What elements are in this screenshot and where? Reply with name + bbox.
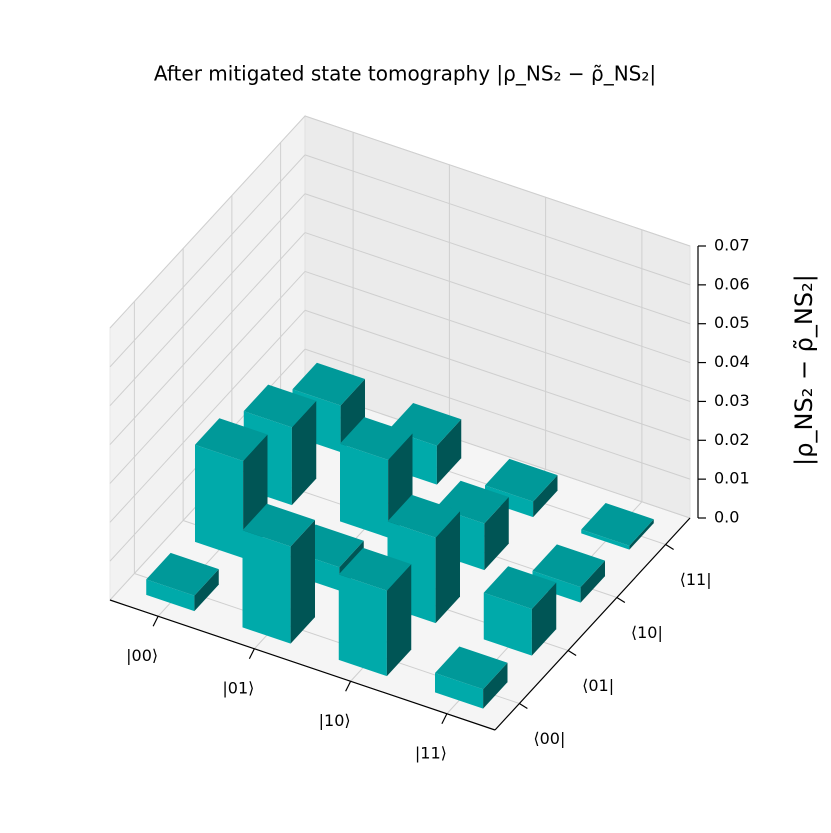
bar — [581, 502, 654, 550]
grid-line — [109, 309, 306, 523]
bar-front-face — [340, 443, 389, 538]
z-tick-label: 0.01 — [714, 469, 750, 488]
z-tick-label: 0.03 — [714, 391, 750, 410]
grid-line — [304, 154, 691, 286]
y-tick — [567, 649, 577, 657]
z-tick-label: 0.0 — [714, 508, 739, 527]
bar-top-face — [146, 552, 219, 596]
z-tick-label: 0.02 — [714, 430, 750, 449]
x-tick-label: |11⟩ — [415, 743, 447, 762]
z-tick-label: 0.06 — [714, 274, 750, 293]
y-tick — [616, 596, 626, 604]
y-axis-line — [494, 517, 691, 731]
x-axis-line — [109, 599, 496, 731]
grid-line — [109, 193, 306, 407]
grid-line — [109, 271, 306, 484]
bar-top-face — [242, 503, 315, 547]
bar-side-face — [533, 475, 558, 518]
grid-line — [304, 387, 691, 519]
bar — [242, 503, 315, 644]
y-tick-label: ⟨01| — [582, 676, 614, 695]
x-tick — [248, 648, 255, 660]
bar — [338, 547, 412, 677]
grid-line — [304, 193, 691, 325]
bar-top-face — [195, 418, 268, 461]
z-tick-label: 0.04 — [714, 352, 750, 371]
bar-top-face — [532, 544, 605, 588]
y-tick — [665, 543, 674, 551]
bar-side-face — [194, 569, 219, 612]
bar — [146, 552, 219, 612]
bar-front-face — [195, 444, 244, 559]
bar-top-face — [243, 384, 317, 428]
x-tick — [345, 680, 352, 692]
bar-side-face — [629, 519, 654, 550]
bar-top-face — [338, 547, 412, 591]
bar-top-face — [340, 417, 413, 460]
bar-side-face — [436, 419, 462, 485]
bar-top-face — [387, 494, 460, 538]
x-tick-label: |00⟩ — [126, 646, 158, 665]
bar-front-face — [338, 574, 387, 677]
bar-side-face — [386, 564, 412, 677]
bar-top-face — [485, 458, 558, 502]
bar-front-face — [435, 672, 484, 709]
y-tick — [519, 702, 528, 710]
grid-line — [304, 309, 691, 441]
y-tick-label: ⟨00| — [533, 729, 565, 748]
bar-front-face — [483, 592, 532, 656]
bar-side-face — [483, 662, 508, 709]
bar-side-face — [340, 378, 365, 453]
bar-side-face — [531, 582, 557, 656]
grid-line — [304, 232, 691, 364]
x-tick — [441, 713, 448, 725]
grid-line — [304, 348, 691, 480]
bar — [483, 566, 557, 656]
bar-front-face — [242, 530, 291, 644]
grid-line — [109, 232, 306, 445]
bar — [387, 494, 460, 624]
x-tick — [152, 615, 159, 627]
y-tick-label: ⟨11| — [680, 570, 712, 589]
grid-line — [304, 270, 691, 402]
bar-side-face — [580, 560, 605, 603]
x-tick-label: |01⟩ — [222, 678, 254, 697]
grid-line — [109, 115, 306, 329]
bar-side-face — [291, 400, 317, 506]
grid-line — [304, 115, 691, 247]
bar-top-face — [483, 566, 557, 609]
chart-title: After mitigated state tomography |ρ_NS₂ … — [154, 62, 656, 86]
bar-front-face — [146, 579, 195, 612]
z-tick-label: 0.07 — [714, 236, 750, 255]
y-tick-label: ⟨10| — [631, 623, 663, 642]
x-tick-label: |10⟩ — [319, 711, 351, 730]
z-tick-label: 0.05 — [714, 313, 750, 332]
bar-side-face — [290, 519, 315, 644]
grid-line — [109, 154, 306, 368]
z-axis-label: |ρ_NS₂ − ρ̃_NS₂| — [790, 274, 818, 466]
bar-top-face — [435, 646, 508, 690]
bar — [435, 646, 508, 709]
bar-top-face — [581, 502, 654, 546]
bar-side-face — [435, 511, 460, 624]
bar-top-face — [292, 362, 365, 406]
bar-side-face — [484, 496, 509, 571]
bar-front-face — [581, 529, 630, 550]
